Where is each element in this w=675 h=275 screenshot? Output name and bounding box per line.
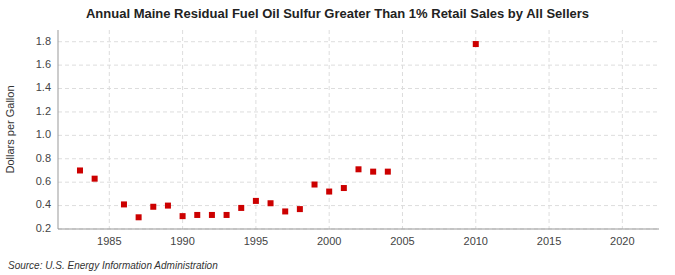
point (370, 169, 376, 175)
x-grid-line (475, 30, 476, 229)
y-grid-line (58, 88, 659, 89)
point (356, 166, 362, 172)
point (165, 203, 171, 209)
point (209, 212, 215, 218)
y-axis-label: Dollars per Gallon (4, 85, 16, 173)
grid (58, 30, 659, 229)
point (253, 198, 259, 204)
point (282, 208, 288, 214)
point (180, 213, 186, 219)
point (473, 41, 479, 47)
x-tick-label: 1985 (97, 235, 121, 247)
point (224, 212, 230, 218)
point (194, 212, 200, 218)
y-grid-line (58, 205, 659, 206)
y-tick-label: 0.6 (36, 175, 51, 187)
point (121, 201, 127, 207)
y-tick-label: 0.2 (36, 222, 51, 234)
point (297, 206, 303, 212)
point (341, 185, 347, 191)
y-tick-label: 1.4 (36, 81, 51, 93)
axes: 0.2 0.4 0.6 0.8 1.0 1.2 1.4 1.6 1.8 1985 1990 1995 2… (36, 30, 659, 247)
x-tick-label: 2020 (610, 235, 634, 247)
y-tick-label: 0.8 (36, 152, 51, 164)
x-tick-label: 2015 (537, 235, 561, 247)
x-grid-line (622, 30, 623, 229)
y-grid-line (58, 229, 659, 230)
point (92, 176, 98, 182)
x-grid-line (329, 30, 330, 229)
y-grid-line (58, 135, 659, 136)
y-grid-line (58, 182, 659, 183)
x-tick-label: 2005 (390, 235, 414, 247)
point (77, 167, 83, 173)
point (238, 205, 244, 211)
y-grid-line (58, 111, 659, 112)
x-tick-label: 1990 (170, 235, 194, 247)
point (268, 200, 274, 206)
source-note: Source: U.S. Energy Information Administ… (8, 260, 218, 271)
y-grid-line (58, 158, 659, 159)
x-axis-line (58, 229, 659, 230)
x-grid-line (109, 30, 110, 229)
point (136, 214, 142, 220)
y-tick-label: 0.4 (36, 198, 51, 210)
point (385, 169, 391, 175)
x-grid-line (182, 30, 183, 229)
y-tick-label: 1.6 (36, 58, 51, 70)
y-grid-line (58, 65, 659, 66)
point (326, 189, 332, 195)
y-tick-label: 1.0 (36, 128, 51, 140)
y-tick-label: 1.2 (36, 105, 51, 117)
x-tick-label: 2010 (464, 235, 488, 247)
y-axis-line (58, 30, 59, 229)
y-tick-label: 1.8 (36, 35, 51, 47)
point (150, 204, 156, 210)
x-grid-line (402, 30, 403, 229)
x-tick-label: 2000 (317, 235, 341, 247)
y-grid-line (58, 41, 659, 42)
title: Annual Maine Residual Fuel Oil Sulfur Gr… (86, 6, 589, 21)
chart: 0.2 0.4 0.6 0.8 1.0 1.2 1.4 1.6 1.8 1985 1990 1995 2… (0, 0, 675, 275)
x-tick-label: 1995 (244, 235, 268, 247)
x-grid-line (549, 30, 550, 229)
points (77, 41, 479, 220)
point (312, 182, 318, 188)
